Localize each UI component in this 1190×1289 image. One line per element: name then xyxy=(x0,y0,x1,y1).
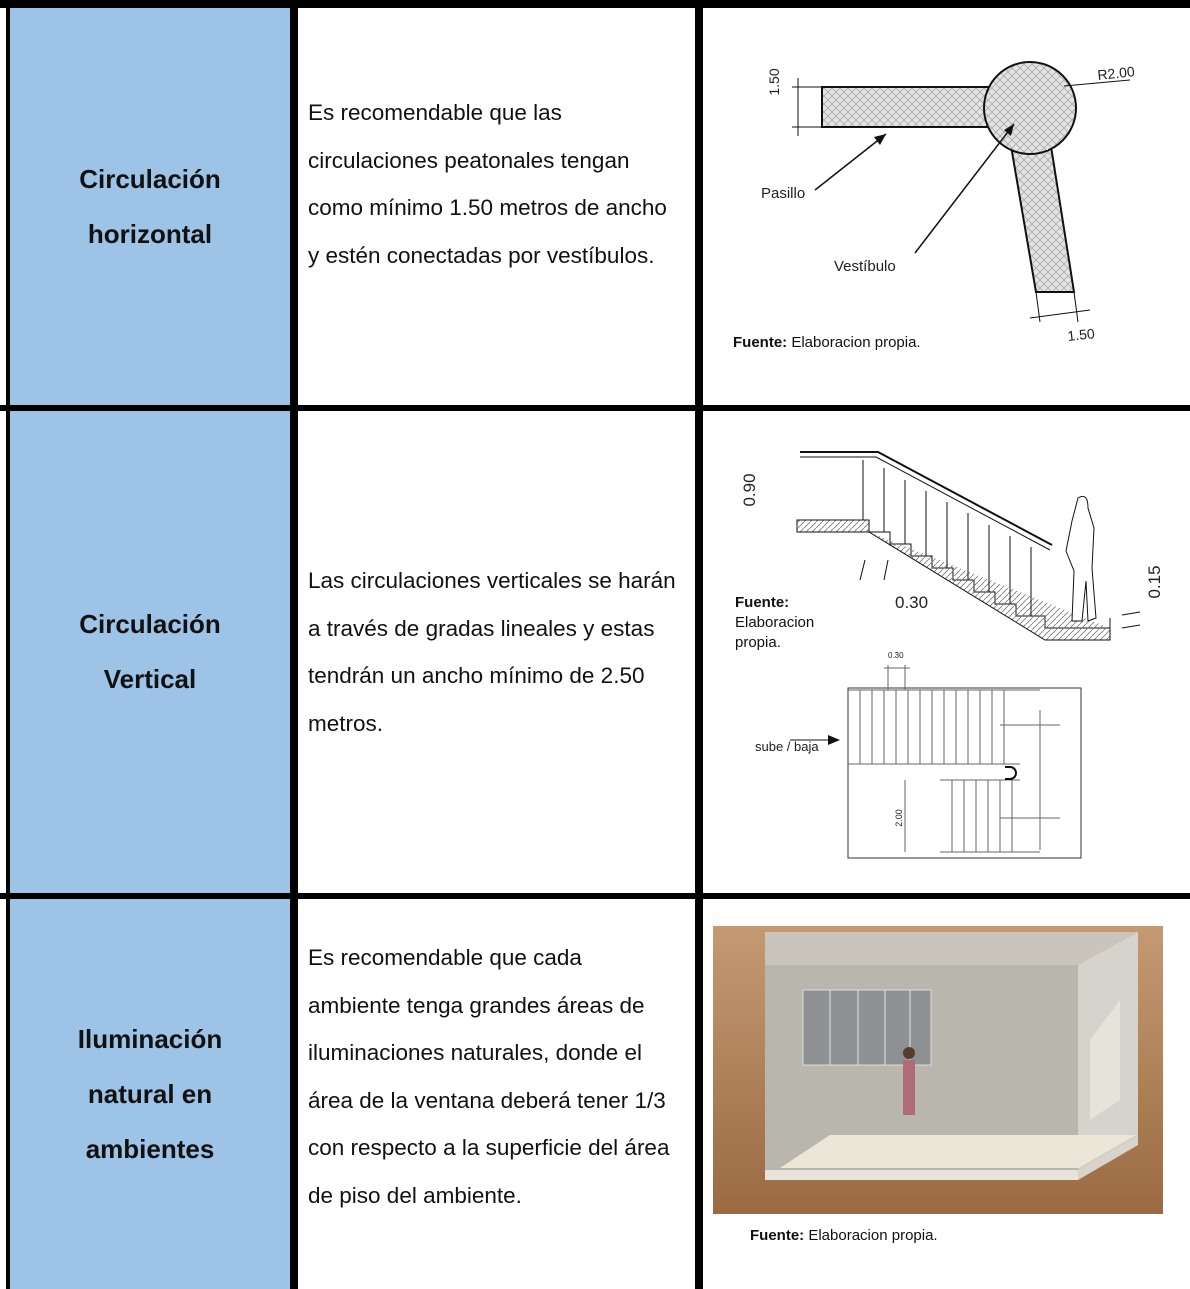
source: Fuente: Elaboracion propia. xyxy=(735,593,845,653)
figure-label: Pasillo xyxy=(761,185,805,202)
border xyxy=(0,0,1190,8)
source-text: Elaboracion propia. xyxy=(808,1227,938,1244)
border xyxy=(290,0,298,1289)
description: Es recomendable que las circulaciones pe… xyxy=(308,100,667,268)
figure-label: sube / baja xyxy=(755,739,819,754)
border xyxy=(6,0,10,1289)
description: Las circulaciones verticales se harán a … xyxy=(308,568,676,736)
dimension: 0.15 xyxy=(1145,565,1164,598)
source-label: Fuente: xyxy=(733,334,788,351)
dimension: 0.30 xyxy=(888,651,904,660)
border xyxy=(0,405,1190,411)
source-text: Elaboracion propia. xyxy=(791,334,921,351)
description: Es recomendable que cada ambiente tenga … xyxy=(308,945,670,1208)
source: Fuente: Elaboracion propia. xyxy=(733,333,923,353)
dimension: 2.00 xyxy=(894,809,904,827)
stairs-diagram: 0.90 0.30 0.15 xyxy=(740,451,1164,859)
label-text: Iluminación natural en ambientes xyxy=(77,1023,223,1164)
source: Fuente: Elaboracion propia. xyxy=(750,1226,940,1246)
row-label: Circulación Vertical xyxy=(10,411,290,893)
dimension: R2.00 xyxy=(1097,63,1136,83)
row-label: Circulación horizontal xyxy=(10,8,290,405)
row-label: Iluminación natural en ambientes xyxy=(10,899,290,1289)
label-text: Circulación horizontal xyxy=(79,163,221,249)
source-label: Fuente: xyxy=(750,1227,805,1244)
source-label: Fuente: xyxy=(735,594,790,611)
room-render xyxy=(713,926,1163,1214)
border xyxy=(0,893,1190,899)
dimension: 0.90 xyxy=(740,473,759,506)
label-text: Circulación Vertical xyxy=(79,609,221,694)
dimension: 1.50 xyxy=(1067,325,1096,344)
corridor-diagram: 1.50 R2.00 Pasillo Vestíbulo 1.50 xyxy=(761,61,1136,344)
figure-label: Vestíbulo xyxy=(834,258,896,275)
border xyxy=(695,0,703,1289)
dimension: 0.30 xyxy=(895,593,928,612)
source-text: Elaboracion propia. xyxy=(735,614,815,651)
dimension: 1.50 xyxy=(766,68,782,95)
